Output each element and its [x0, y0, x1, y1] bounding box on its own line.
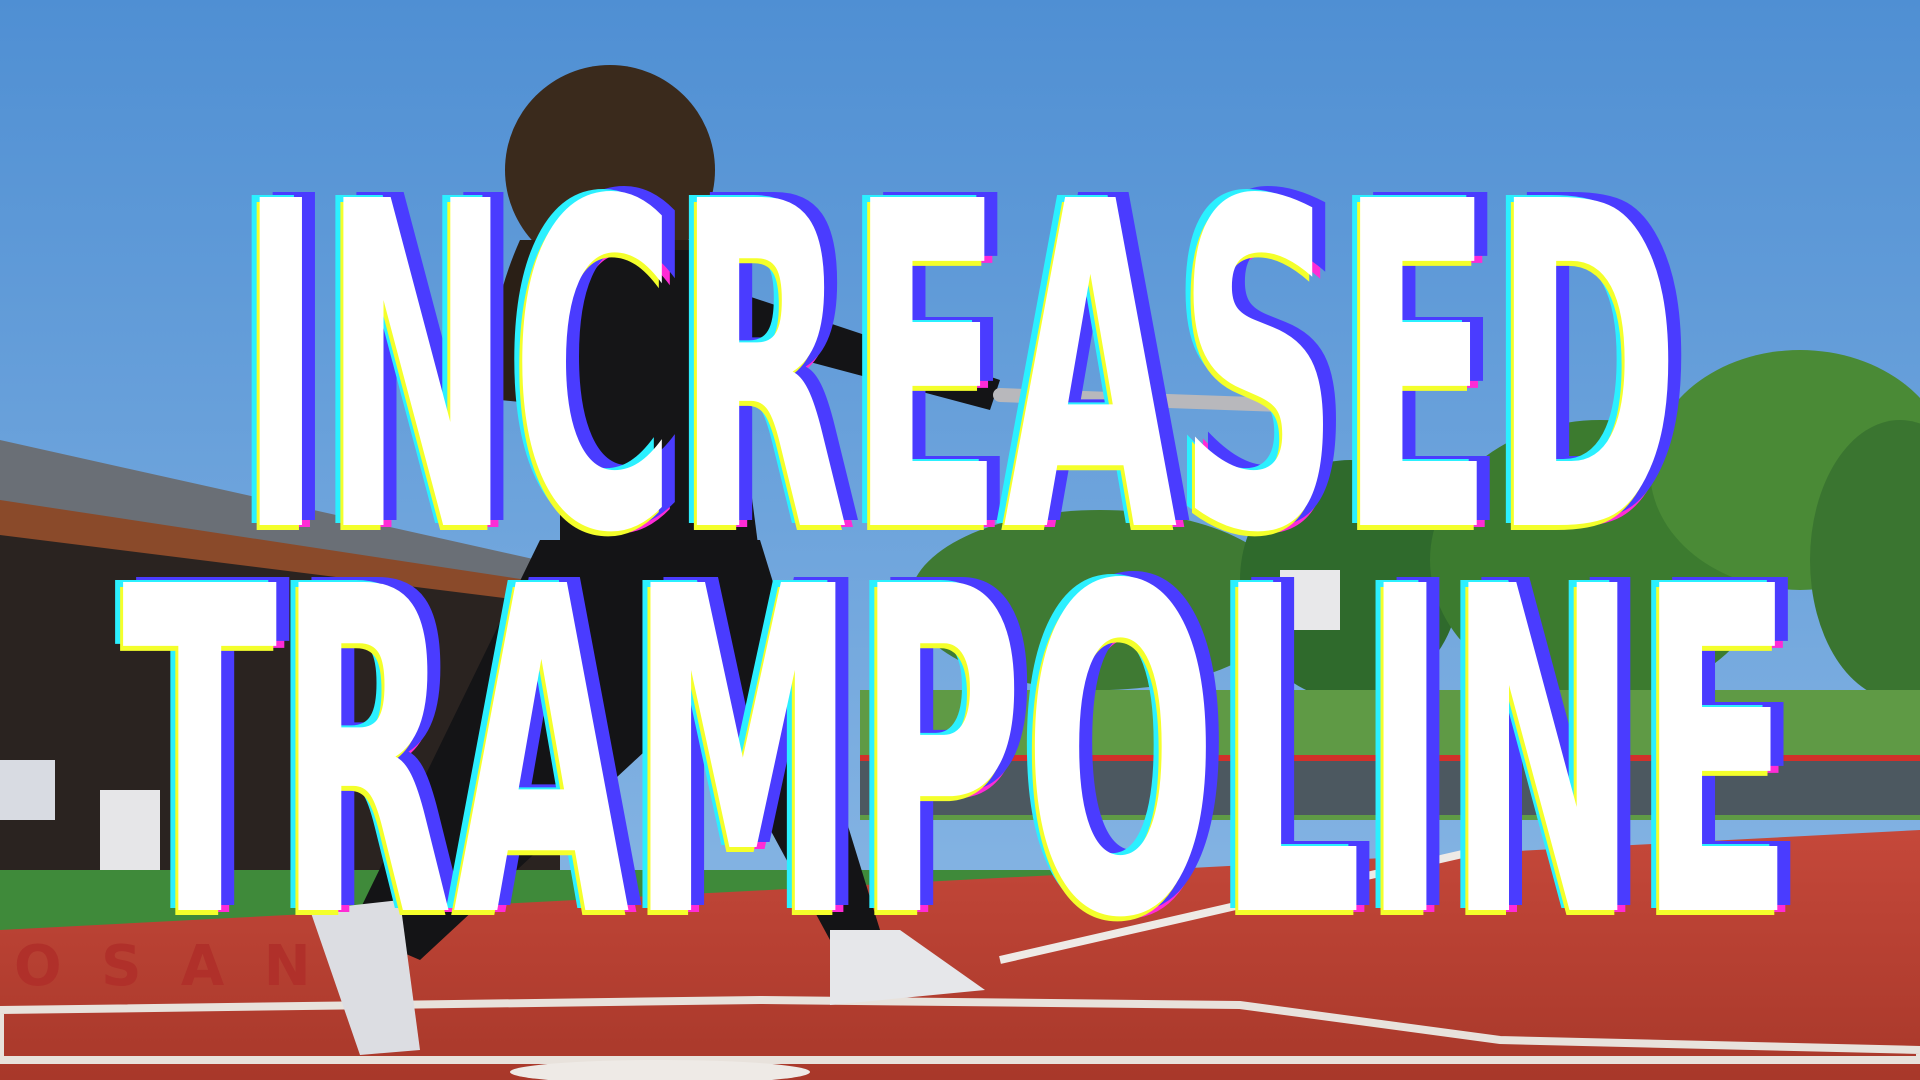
infield-clay: [0, 830, 1920, 1080]
batter: [310, 65, 1287, 1055]
home-plate: [510, 1060, 810, 1080]
title-line-2: TRAMPOLINE: [122, 493, 1794, 1017]
title-line-1: INCREASED: [239, 108, 1680, 632]
trees: [910, 350, 1920, 700]
outfield-wall: [860, 755, 1920, 815]
dugout-lettering: O S A N: [14, 934, 321, 999]
title-overlay: INCREASED TRAMPOLINE: [122, 108, 1794, 1017]
